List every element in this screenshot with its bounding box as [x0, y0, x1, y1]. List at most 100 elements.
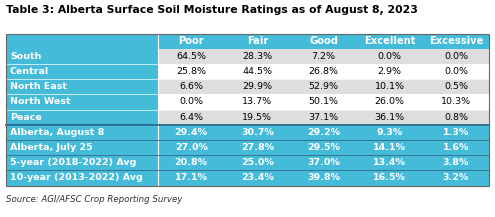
Bar — [6, 140, 158, 155]
Text: 7.2%: 7.2% — [311, 52, 336, 61]
Bar — [357, 140, 423, 155]
Text: 26.8%: 26.8% — [308, 67, 339, 76]
Text: 0.0%: 0.0% — [444, 52, 468, 61]
Text: 29.5%: 29.5% — [307, 143, 340, 152]
Bar — [291, 155, 357, 170]
Text: 13.4%: 13.4% — [373, 158, 406, 167]
Bar — [158, 94, 224, 110]
Text: 64.5%: 64.5% — [176, 52, 206, 61]
Bar — [6, 49, 158, 64]
Text: 20.8%: 20.8% — [175, 158, 208, 167]
Text: 52.9%: 52.9% — [308, 82, 339, 91]
Bar — [423, 49, 489, 64]
Text: South: South — [10, 52, 41, 61]
Bar — [6, 155, 158, 170]
Text: 37.1%: 37.1% — [308, 113, 339, 122]
Bar — [158, 64, 224, 79]
Text: 1.6%: 1.6% — [443, 143, 469, 152]
Bar — [158, 170, 224, 186]
Text: 10-year (2013-2022) Avg: 10-year (2013-2022) Avg — [10, 173, 143, 182]
Bar — [224, 125, 291, 140]
Bar — [291, 170, 357, 186]
Bar — [291, 94, 357, 110]
Bar — [224, 155, 291, 170]
Text: 26.0%: 26.0% — [375, 97, 405, 107]
Bar — [224, 94, 291, 110]
Text: 23.4%: 23.4% — [241, 173, 274, 182]
Bar — [224, 64, 291, 79]
Text: 6.6%: 6.6% — [179, 82, 203, 91]
Text: 1.3%: 1.3% — [443, 128, 469, 137]
Bar — [224, 79, 291, 94]
Text: Source: AGI/AFSC Crop Reporting Survey: Source: AGI/AFSC Crop Reporting Survey — [6, 195, 182, 204]
Bar — [357, 125, 423, 140]
Text: 29.2%: 29.2% — [307, 128, 340, 137]
Bar — [423, 110, 489, 125]
Text: 3.2%: 3.2% — [443, 173, 469, 182]
Text: Excessive: Excessive — [429, 36, 483, 46]
Bar — [6, 170, 158, 186]
Bar — [357, 49, 423, 64]
Text: 14.1%: 14.1% — [373, 143, 406, 152]
Text: 50.1%: 50.1% — [308, 97, 339, 107]
Bar — [158, 155, 224, 170]
Bar — [158, 125, 224, 140]
Text: 6.4%: 6.4% — [179, 113, 203, 122]
Bar — [158, 79, 224, 94]
Bar — [423, 125, 489, 140]
Text: 5-year (2018-2022) Avg: 5-year (2018-2022) Avg — [10, 158, 136, 167]
Bar — [291, 79, 357, 94]
Text: North East: North East — [10, 82, 67, 91]
Bar — [6, 94, 158, 110]
Text: Central: Central — [10, 67, 49, 76]
Bar — [224, 140, 291, 155]
Bar — [224, 49, 291, 64]
Text: 16.5%: 16.5% — [373, 173, 406, 182]
Text: 39.8%: 39.8% — [307, 173, 340, 182]
Text: Table 3: Alberta Surface Soil Moisture Ratings as of August 8, 2023: Table 3: Alberta Surface Soil Moisture R… — [6, 5, 418, 15]
Text: 30.7%: 30.7% — [241, 128, 274, 137]
Bar — [423, 155, 489, 170]
Bar — [291, 64, 357, 79]
Text: 28.3%: 28.3% — [243, 52, 272, 61]
Bar — [423, 170, 489, 186]
Bar — [158, 110, 224, 125]
Bar — [224, 110, 291, 125]
Text: 0.8%: 0.8% — [444, 113, 468, 122]
Text: 44.5%: 44.5% — [243, 67, 272, 76]
Text: 2.9%: 2.9% — [378, 67, 402, 76]
Text: 29.4%: 29.4% — [175, 128, 208, 137]
Bar — [6, 34, 489, 186]
Text: 3.8%: 3.8% — [443, 158, 469, 167]
Text: Fair: Fair — [247, 36, 268, 46]
Bar — [6, 110, 158, 125]
Text: Alberta, August 8: Alberta, August 8 — [10, 128, 104, 137]
Text: 9.3%: 9.3% — [377, 128, 403, 137]
Text: 29.9%: 29.9% — [243, 82, 272, 91]
Bar — [423, 64, 489, 79]
Bar — [291, 140, 357, 155]
Text: 37.0%: 37.0% — [307, 158, 340, 167]
Text: 10.3%: 10.3% — [441, 97, 471, 107]
Bar — [423, 94, 489, 110]
Text: North West: North West — [10, 97, 70, 107]
Bar — [423, 140, 489, 155]
Text: 27.8%: 27.8% — [241, 143, 274, 152]
Text: Alberta, July 25: Alberta, July 25 — [10, 143, 93, 152]
Bar — [357, 155, 423, 170]
Bar — [291, 110, 357, 125]
Bar — [291, 49, 357, 64]
Bar — [6, 64, 158, 79]
Text: 0.0%: 0.0% — [444, 67, 468, 76]
Bar — [357, 170, 423, 186]
Bar — [357, 94, 423, 110]
Bar — [291, 125, 357, 140]
Bar — [224, 170, 291, 186]
Text: Excellent: Excellent — [364, 36, 415, 46]
Text: 13.7%: 13.7% — [243, 97, 272, 107]
Bar — [6, 34, 489, 49]
Text: Poor: Poor — [178, 36, 204, 46]
Bar — [158, 49, 224, 64]
Text: 25.8%: 25.8% — [176, 67, 206, 76]
Text: 0.5%: 0.5% — [444, 82, 468, 91]
